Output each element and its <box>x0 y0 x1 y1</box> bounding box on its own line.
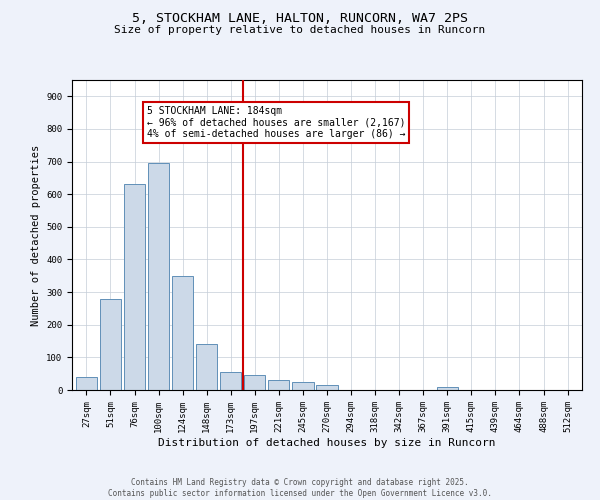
X-axis label: Distribution of detached houses by size in Runcorn: Distribution of detached houses by size … <box>158 438 496 448</box>
Bar <box>100 298 121 390</box>
Bar <box>316 385 338 390</box>
Text: 5 STOCKHAM LANE: 184sqm
← 96% of detached houses are smaller (2,167)
4% of semi-: 5 STOCKHAM LANE: 184sqm ← 96% of detache… <box>146 106 405 140</box>
Bar <box>220 372 241 390</box>
Bar <box>124 184 145 390</box>
Bar <box>268 380 289 390</box>
Bar <box>244 376 265 390</box>
Bar <box>437 386 458 390</box>
Bar <box>196 344 217 390</box>
Text: Contains HM Land Registry data © Crown copyright and database right 2025.
Contai: Contains HM Land Registry data © Crown c… <box>108 478 492 498</box>
Text: Size of property relative to detached houses in Runcorn: Size of property relative to detached ho… <box>115 25 485 35</box>
Bar <box>172 276 193 390</box>
Y-axis label: Number of detached properties: Number of detached properties <box>31 144 41 326</box>
Bar <box>148 163 169 390</box>
Text: 5, STOCKHAM LANE, HALTON, RUNCORN, WA7 2PS: 5, STOCKHAM LANE, HALTON, RUNCORN, WA7 2… <box>132 12 468 26</box>
Bar <box>292 382 314 390</box>
Bar <box>76 377 97 390</box>
